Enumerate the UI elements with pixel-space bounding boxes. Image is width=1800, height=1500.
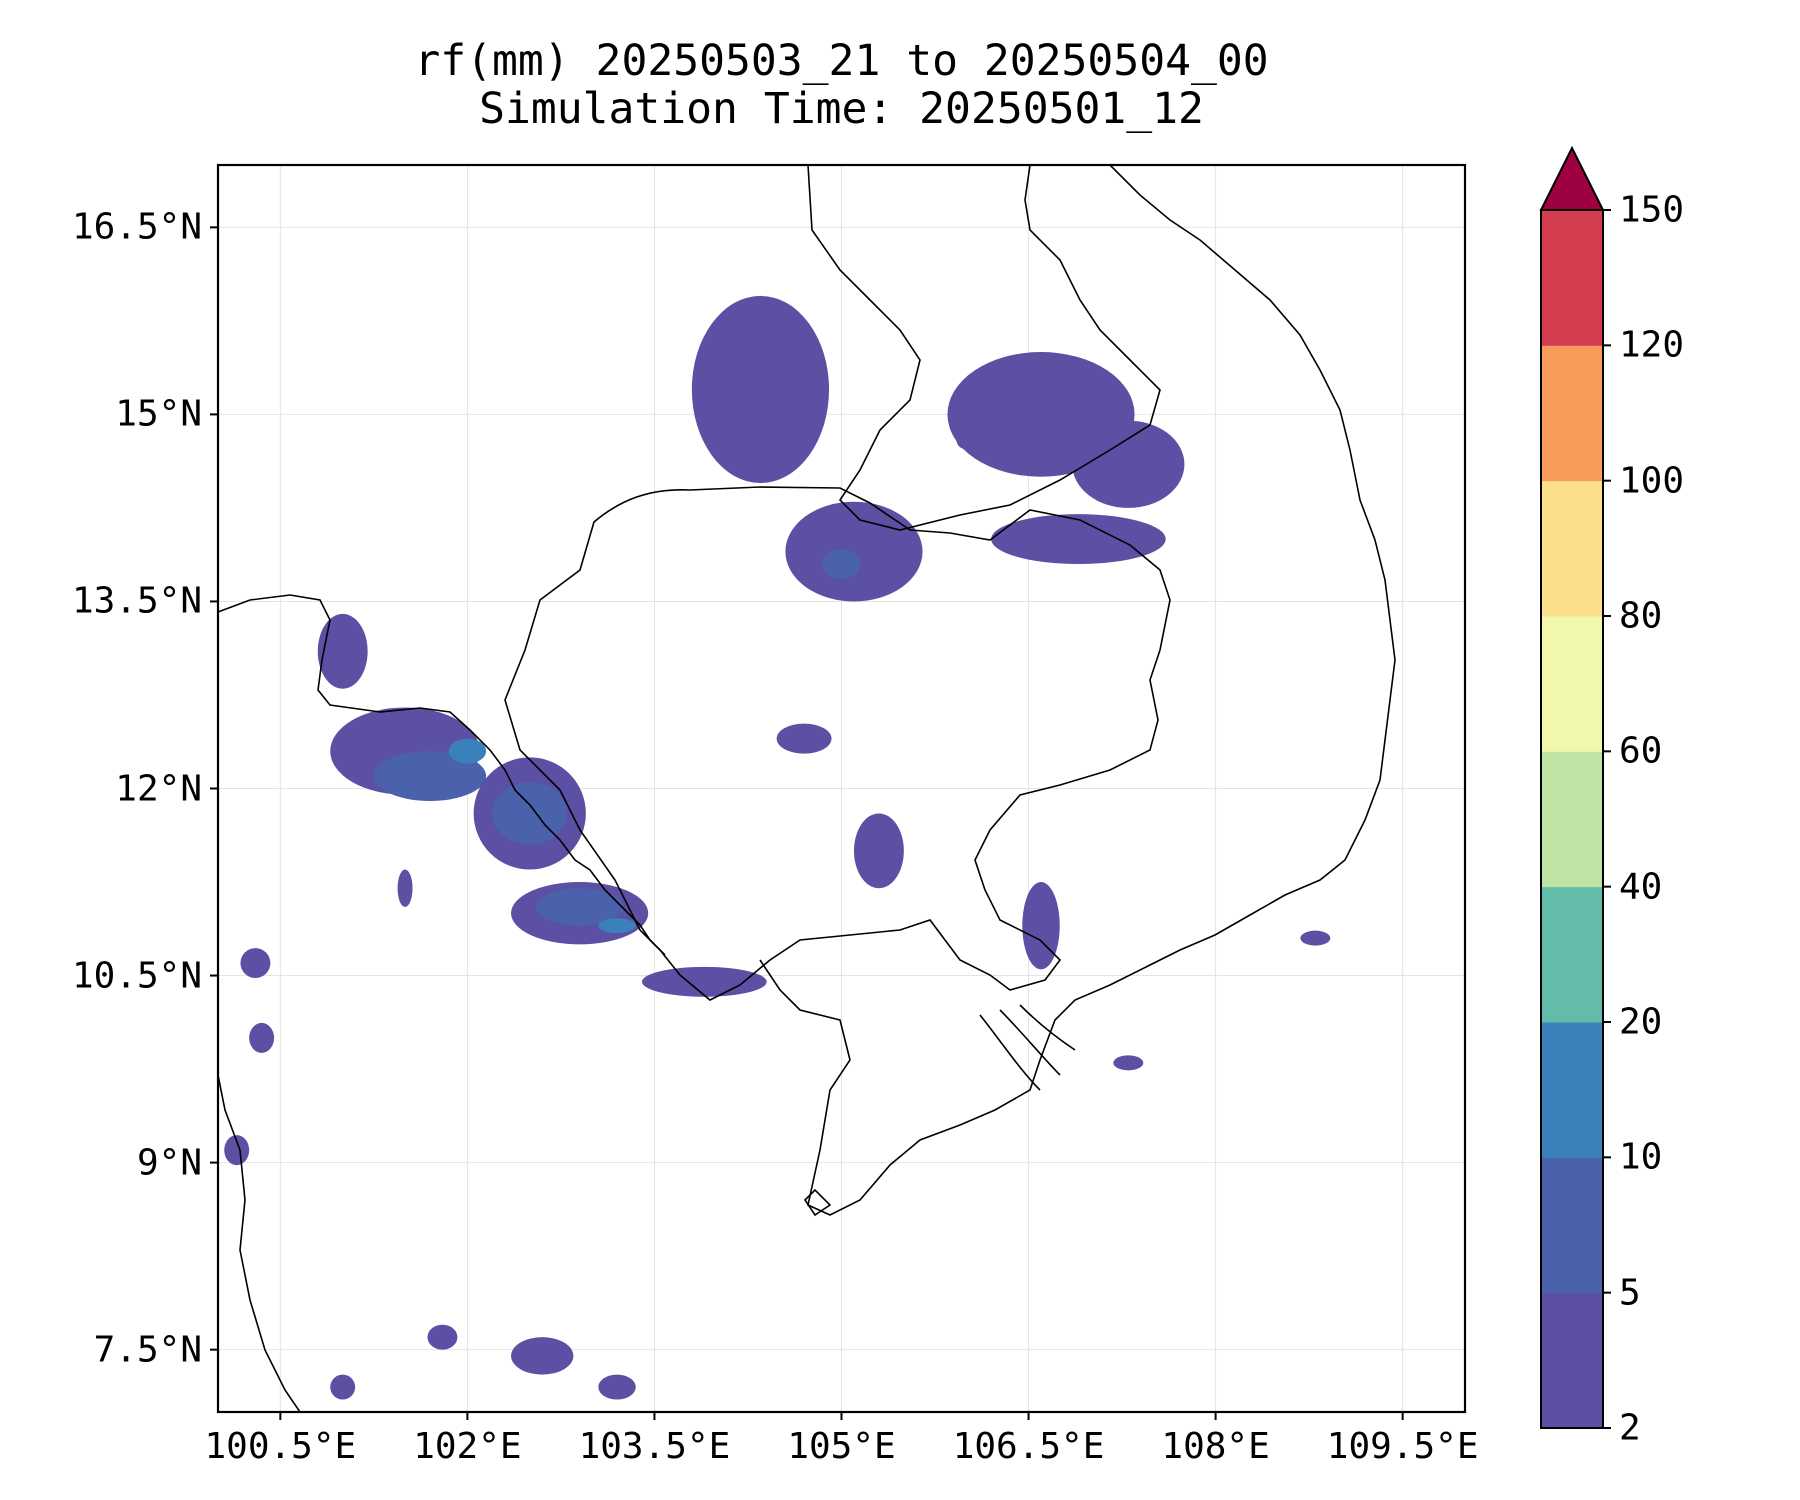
rain-contour-region bbox=[224, 1135, 250, 1166]
x-tick-label: 103.5°E bbox=[578, 1426, 731, 1467]
colorbar-tick-label: 40 bbox=[1619, 866, 1663, 908]
colorbar-tick-label: 150 bbox=[1619, 189, 1685, 231]
laos-border bbox=[807, 165, 1161, 531]
rain-contour-region bbox=[249, 1022, 275, 1053]
colorbar-tick-label: 120 bbox=[1619, 324, 1685, 366]
rain-contour-region bbox=[956, 429, 977, 450]
rain-contour-region bbox=[330, 1374, 356, 1400]
coastlines-and-borders bbox=[218, 165, 1396, 1412]
rain-contour-region bbox=[641, 966, 767, 997]
colorbar-tick-label: 10 bbox=[1619, 1136, 1663, 1178]
rain-contour-region bbox=[853, 813, 904, 889]
rain-contour-region bbox=[1113, 1055, 1144, 1071]
x-tick-label: 102°E bbox=[413, 1426, 522, 1467]
rain-contour-region bbox=[1072, 420, 1185, 508]
thailand-coast bbox=[218, 594, 666, 956]
rain-contour-region bbox=[822, 549, 861, 580]
rain-contour-region bbox=[1300, 930, 1331, 946]
colorbar-tick-label: 5 bbox=[1619, 1272, 1641, 1314]
y-tick-label: 12°N bbox=[115, 768, 202, 809]
colorbar-tick-label: 100 bbox=[1619, 460, 1685, 502]
colorbar-tick-label: 80 bbox=[1619, 595, 1663, 637]
x-tick-label: 105°E bbox=[787, 1426, 896, 1467]
rain-contour-region bbox=[511, 1337, 574, 1375]
mekong-delta-channels bbox=[979, 1004, 1076, 1091]
y-tick-label: 10.5°N bbox=[71, 955, 202, 997]
x-tick-label: 106.5°E bbox=[952, 1426, 1105, 1467]
rain-contour-region bbox=[427, 1324, 458, 1350]
rain-contour-region bbox=[776, 723, 832, 754]
colorbar-tick-label: 60 bbox=[1619, 730, 1663, 772]
rain-contour-region bbox=[1022, 882, 1060, 970]
x-tick-label: 108°E bbox=[1161, 1426, 1270, 1467]
rain-contour-region bbox=[691, 295, 830, 483]
rain-contour-region bbox=[448, 738, 487, 764]
axis-ticks bbox=[210, 226, 1404, 1420]
vietnam-coast bbox=[759, 165, 1396, 1216]
rainfall-contours bbox=[224, 295, 1331, 1400]
rain-contour-region bbox=[598, 918, 636, 934]
map-title-line2: Simulation Time: 20250501_12 bbox=[479, 84, 1204, 134]
colorbar-tick-label: 2 bbox=[1619, 1407, 1641, 1449]
x-tick-label: 100.5°E bbox=[204, 1426, 357, 1467]
y-tick-label: 13.5°N bbox=[71, 580, 202, 622]
rain-contour-region bbox=[785, 501, 923, 602]
y-tick-label: 7.5°N bbox=[93, 1329, 202, 1371]
rain-contour-region bbox=[598, 1374, 636, 1400]
rain-contour-region bbox=[535, 888, 624, 926]
rain-contour-region bbox=[991, 514, 1166, 565]
malay-coast bbox=[218, 1074, 301, 1412]
map-title-line1: rf(mm) 20250503_21 to 20250504_00 bbox=[414, 36, 1269, 86]
x-tick-label: 109.5°E bbox=[1326, 1426, 1479, 1467]
y-tick-label: 15°N bbox=[115, 393, 202, 435]
y-tick-label: 9°N bbox=[136, 1142, 202, 1184]
y-tick-label: 16.5°N bbox=[71, 206, 202, 248]
rain-contour-region bbox=[317, 613, 368, 689]
rain-contour-region bbox=[397, 869, 413, 907]
phu-quoc-island bbox=[803, 1188, 832, 1217]
rain-contour-region bbox=[373, 751, 487, 801]
gridlines bbox=[218, 165, 1465, 1412]
rain-contour-region bbox=[240, 948, 271, 979]
colorbar-tick-label: 20 bbox=[1619, 1001, 1663, 1043]
